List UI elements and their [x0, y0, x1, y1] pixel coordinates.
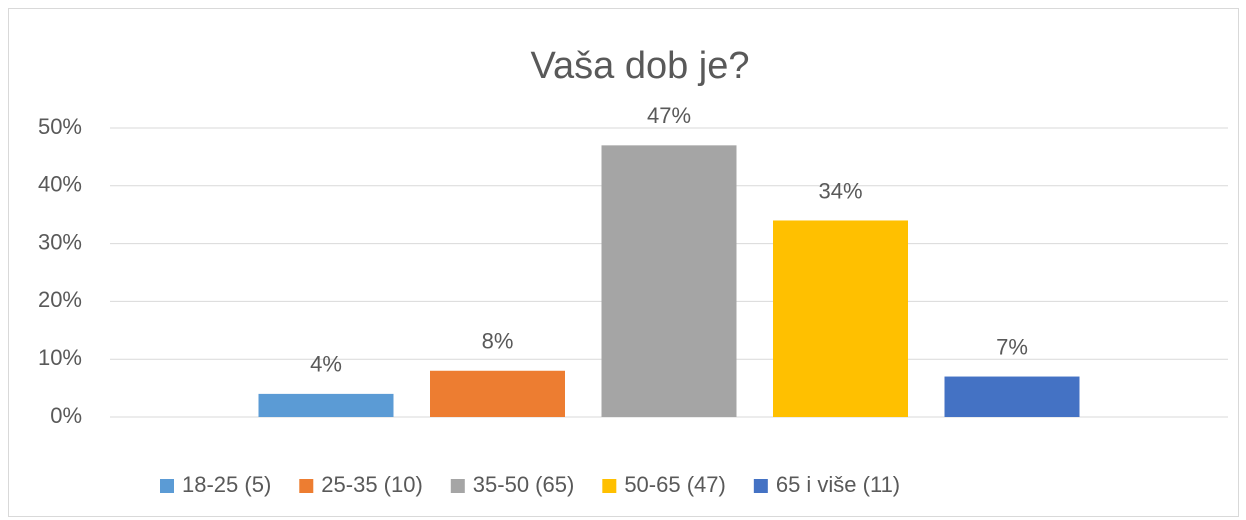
bar [601, 145, 737, 417]
legend-swatch [160, 479, 174, 493]
data-label: 34% [818, 178, 862, 203]
legend-swatch [602, 479, 617, 493]
y-tick-label: 30% [38, 229, 82, 254]
legend-label: 50-65 (47) [624, 472, 726, 497]
data-label: 4% [310, 352, 342, 377]
data-label: 8% [482, 329, 514, 354]
y-tick-label: 40% [38, 172, 82, 197]
legend-label: 65 i više (11) [776, 472, 900, 497]
data-label: 7% [996, 334, 1028, 359]
y-tick-label: 20% [38, 287, 82, 312]
bar [430, 370, 565, 417]
y-tick-label: 0% [50, 403, 82, 428]
legend-swatch [299, 479, 314, 493]
legend-swatch [753, 479, 768, 493]
bar [944, 376, 1080, 417]
y-tick-label: 50% [38, 114, 82, 139]
legend-swatch [450, 479, 465, 493]
legend-label: 25-35 (10) [321, 472, 423, 497]
data-label: 47% [647, 103, 691, 128]
bar [773, 220, 908, 417]
bar [258, 393, 394, 417]
chart-title: Vaša dob je? [530, 45, 749, 87]
legend-label: 18-25 (5) [182, 472, 271, 497]
legend-label: 35-50 (65) [473, 472, 575, 497]
y-tick-label: 10% [38, 345, 82, 370]
